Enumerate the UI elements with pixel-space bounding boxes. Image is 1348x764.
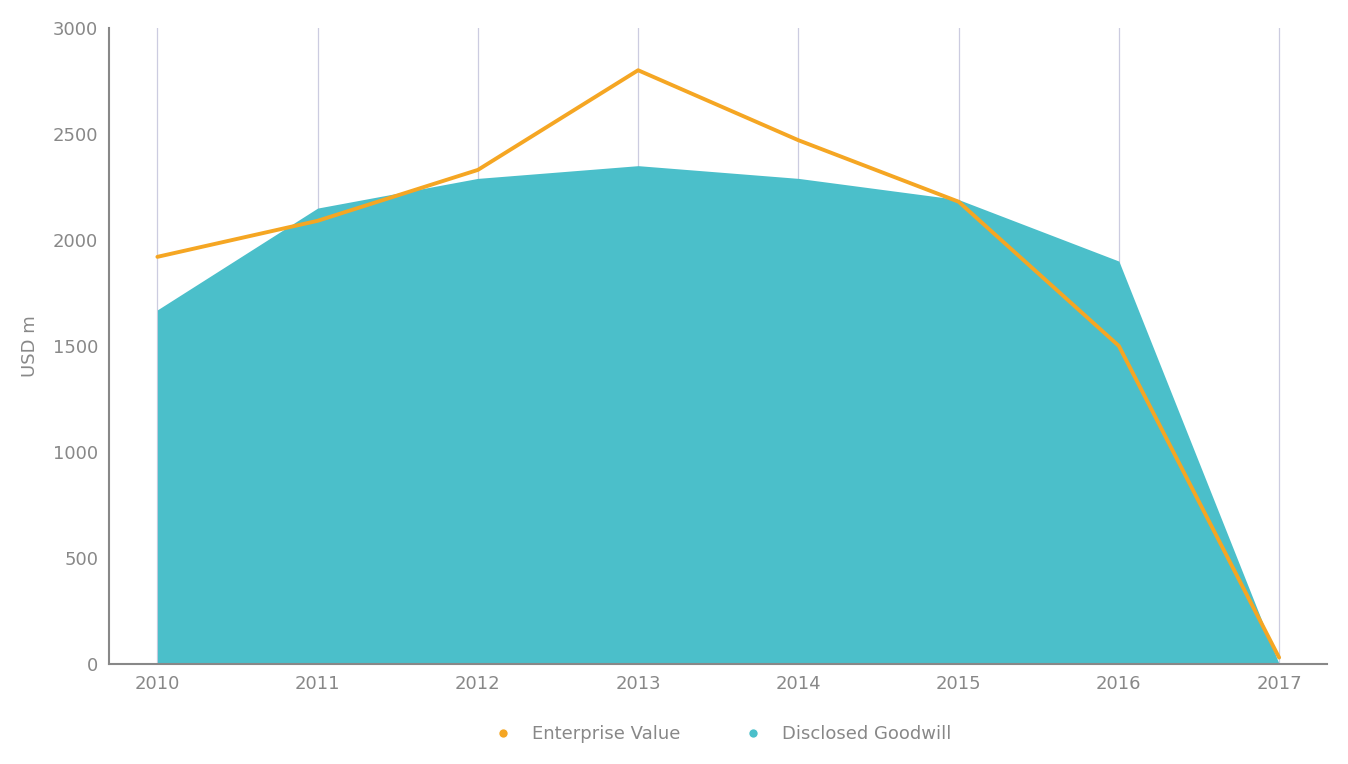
Legend: Enterprise Value, Disclosed Goodwill: Enterprise Value, Disclosed Goodwill xyxy=(479,718,958,750)
Y-axis label: USD m: USD m xyxy=(20,315,39,377)
